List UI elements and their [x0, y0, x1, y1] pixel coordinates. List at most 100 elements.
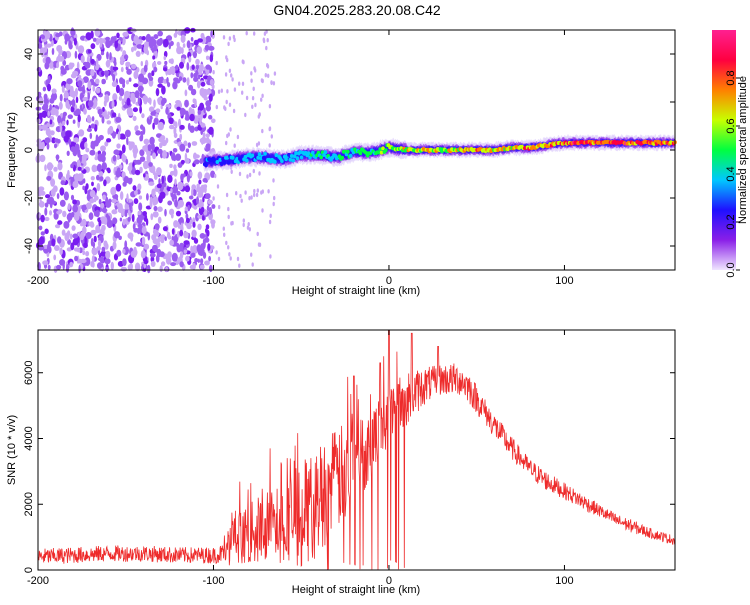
noise-dot	[168, 43, 171, 50]
noise-dot	[223, 232, 226, 237]
noise-dot	[59, 93, 63, 102]
noise-dot	[112, 66, 119, 71]
noise-dot	[258, 171, 261, 176]
noise-dot	[68, 62, 74, 70]
noise-dot	[186, 62, 190, 71]
noise-dot	[112, 155, 117, 162]
noise-dot	[104, 141, 109, 147]
ridge-point	[215, 160, 220, 164]
noise-dot	[54, 143, 57, 149]
noise-dot	[103, 179, 107, 187]
noise-dot	[171, 185, 179, 194]
noise-dot	[157, 121, 164, 131]
noise-dot	[64, 33, 70, 42]
snr-x-label: Height of straight line (km)	[292, 584, 420, 596]
noise-dot	[230, 73, 233, 78]
noise-dot	[77, 80, 83, 87]
noise-dot	[150, 256, 155, 263]
noise-dot	[241, 59, 244, 64]
noise-dot	[111, 198, 117, 204]
noise-dot	[74, 255, 79, 262]
noise-dot	[92, 85, 96, 92]
noise-dot	[162, 226, 168, 232]
noise-dot	[132, 185, 137, 191]
noise-dot	[184, 116, 190, 121]
noise-dot	[56, 139, 61, 144]
noise-dot	[85, 147, 90, 153]
noise-dot	[97, 262, 103, 269]
noise-dot	[103, 70, 110, 75]
noise-dot	[205, 193, 211, 200]
noise-dot	[72, 199, 77, 205]
noise-dot	[70, 146, 76, 153]
noise-dot	[165, 35, 173, 41]
noise-dot	[272, 201, 275, 207]
ridge-point	[256, 155, 260, 160]
noise-dot	[57, 115, 62, 124]
noise-dot	[134, 144, 138, 154]
noise-dot	[106, 138, 112, 143]
noise-dot	[148, 181, 155, 186]
noise-dot	[111, 100, 115, 109]
noise-dot	[244, 112, 247, 118]
noise-dot	[192, 98, 196, 104]
noise-dot	[261, 93, 264, 99]
noise-dot	[62, 210, 67, 218]
noise-dot	[186, 77, 190, 86]
noise-dot	[80, 258, 87, 264]
noise-dot	[114, 205, 118, 210]
noise-dot	[82, 250, 86, 256]
noise-dot	[44, 30, 51, 40]
noise-dot	[44, 228, 49, 235]
noise-dot	[269, 213, 272, 218]
noise-dot	[254, 102, 257, 108]
noise-dot	[168, 124, 175, 130]
noise-dot	[128, 144, 133, 151]
noise-dot	[66, 213, 73, 222]
y-tick-label: 4000	[23, 426, 35, 450]
noise-dot	[153, 44, 157, 52]
noise-dot	[263, 31, 267, 36]
noise-dot	[200, 36, 207, 45]
noise-dot	[136, 216, 143, 224]
spectrogram-y-ticks: -40 -20 0 20 40	[23, 48, 675, 254]
noise-dot	[246, 174, 249, 179]
noise-dot	[36, 66, 42, 73]
noise-dot	[257, 141, 261, 146]
noise-dot	[192, 189, 197, 197]
noise-dot	[211, 204, 216, 209]
noise-dot	[174, 199, 179, 208]
noise-dot	[251, 104, 254, 110]
noise-dot	[157, 61, 162, 65]
noise-dot	[232, 108, 236, 114]
noise-dot	[70, 176, 73, 186]
noise-dot	[104, 258, 111, 265]
noise-dot	[198, 179, 202, 185]
noise-dot	[87, 100, 94, 108]
noise-dot	[270, 134, 273, 139]
colorbar-label: Normalized spectral amplitude	[737, 76, 749, 224]
noise-dot	[180, 173, 184, 182]
noise-dot	[95, 87, 101, 94]
noise-dot	[146, 149, 151, 156]
noise-dot	[107, 127, 114, 134]
noise-dot	[83, 242, 88, 249]
noise-dot	[260, 97, 263, 102]
noise-dot	[60, 68, 67, 75]
noise-dot	[77, 114, 81, 123]
noise-dot	[82, 84, 85, 92]
noise-dot	[89, 132, 93, 139]
noise-dot	[161, 98, 165, 107]
noise-dot	[179, 124, 185, 130]
noise-dot	[74, 87, 78, 97]
noise-dot	[89, 189, 96, 198]
noise-dot	[156, 38, 163, 47]
ridge-point	[287, 152, 291, 157]
noise-dot	[205, 136, 210, 144]
x-tick-label: 0	[386, 275, 392, 287]
noise-dot	[72, 233, 79, 239]
noise-dot	[196, 196, 199, 205]
noise-dot	[164, 208, 167, 217]
colorbar-gradient	[712, 30, 736, 270]
noise-dot	[150, 213, 154, 221]
